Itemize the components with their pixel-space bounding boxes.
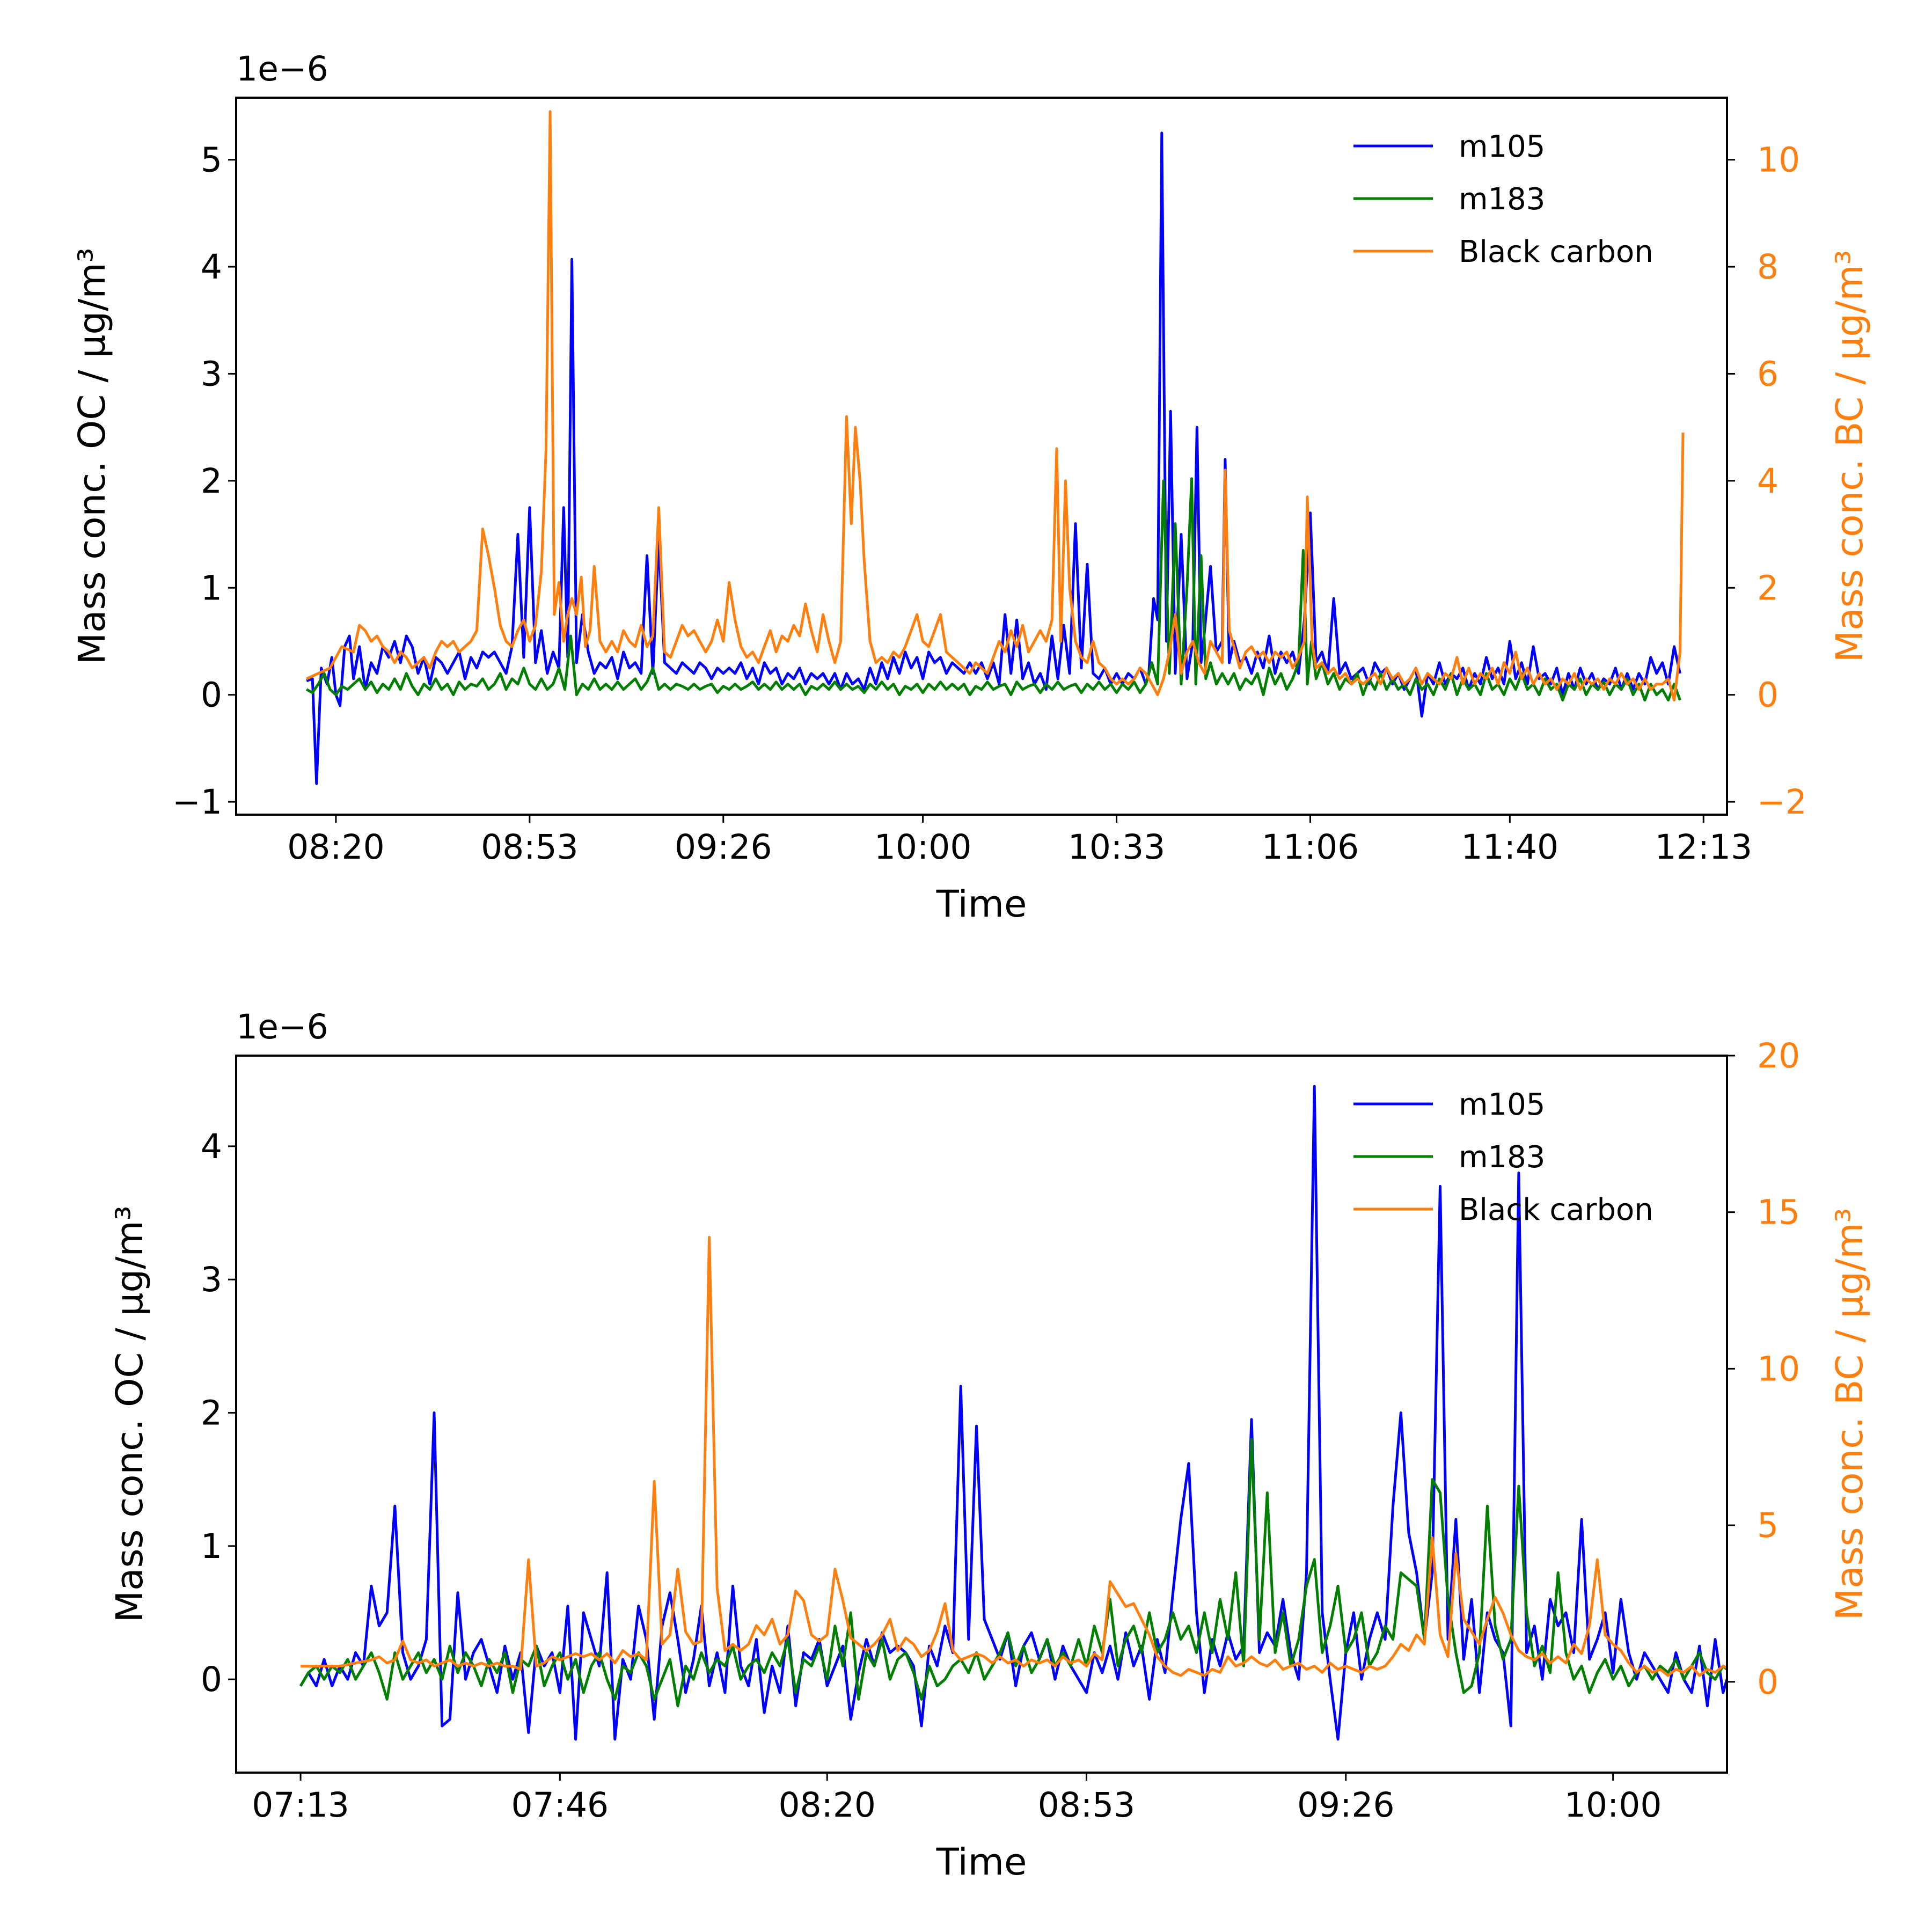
y-left-tick-label: 4 [201,247,222,287]
y-offset-label: 1e−6 [236,49,328,89]
y-left-tick-label: 0 [201,1660,222,1699]
y-right-tick-label: −2 [1757,782,1807,822]
series-line-black-carbon [306,110,1685,702]
legend-label: Black carbon [1459,1192,1653,1227]
legend-label: Black carbon [1459,235,1653,269]
y-left-tick-label: 1 [201,1527,222,1566]
x-tick-label: 08:53 [481,828,579,867]
legend: m105 m183 Black carbon [1353,1087,1653,1227]
y-left-tick-label: 0 [201,676,222,715]
y-left-tick-label: 4 [201,1127,222,1166]
y-left-tick-label: 3 [201,1260,222,1299]
x-tick-label: 08:20 [287,828,385,867]
x-tick-label: 11:06 [1262,828,1359,867]
series-line-m105 [306,131,1681,785]
x-tick-label: 10:00 [874,828,972,867]
legend-label: m105 [1459,129,1545,164]
x-axis-label: Time [936,1841,1027,1884]
plot-frame [235,97,1728,816]
y-right-tick-label: 6 [1757,354,1779,393]
series-group [306,110,1685,785]
top-panel: 08:20 08:53 09:26 10:00 10:33 11:06 11:40 12:13… [71,49,1871,926]
legend-label: m105 [1459,1087,1545,1122]
x-tick-label: 10:00 [1564,1785,1662,1825]
series-line-black-carbon [301,1235,1727,1677]
y-right-tick-label: 10 [1757,1349,1800,1388]
x-tick-label: 08:53 [1038,1785,1136,1825]
y-left-axis-label: Mass conc. OC / µg/m³ [71,248,114,665]
y-left-axis-label: Mass conc. OC / µg/m³ [108,1206,151,1623]
y-right-tick-label: 5 [1757,1506,1779,1545]
y-right-axis-label: Mass conc. BC / µg/m³ [1828,1208,1871,1621]
y-right-tick-label: 0 [1757,676,1779,715]
y-right-tick-label: 15 [1757,1193,1800,1232]
y-left-tick-label: 1 [201,568,222,608]
legend-label: m183 [1459,1140,1545,1175]
y-right-tick-label: 2 [1757,568,1779,608]
plot-frame [235,1055,1728,1774]
x-tick-label: 07:13 [252,1785,349,1825]
x-tick-label: 11:40 [1461,828,1559,867]
y-left-tick-label: 2 [201,462,222,501]
x-tick-label: 10:33 [1068,828,1166,867]
y-offset-label: 1e−6 [236,1007,328,1046]
x-tick-label: 08:20 [778,1785,876,1825]
bottom-panel: 07:13 07:46 08:20 08:53 09:26 10:00 0 1 2 3 4 0 5 10 1… [108,1007,1871,1884]
y-left-tick-label: 3 [201,354,222,393]
series-group [299,1085,1727,1741]
y-left-tick-label: −1 [172,782,222,822]
y-left-tick-label: 2 [201,1394,222,1433]
x-tick-label: 07:46 [511,1785,609,1825]
y-right-tick-label: 4 [1757,462,1779,501]
x-axis-label: Time [936,883,1027,926]
y-right-tick-label: 20 [1757,1036,1800,1075]
series-line-m183 [299,1438,1727,1708]
x-tick-label: 09:26 [675,828,772,867]
y-right-tick-label: 8 [1757,247,1779,287]
legend: m105 m183 Black carbon [1353,129,1653,269]
x-tick-label: 09:26 [1297,1785,1395,1825]
legend-label: m183 [1459,182,1545,217]
y-right-tick-label: 10 [1757,141,1800,180]
y-left-tick-label: 5 [201,141,222,180]
y-right-tick-label: 0 [1757,1663,1779,1702]
y-right-axis-label: Mass conc. BC / µg/m³ [1828,250,1871,663]
x-tick-label: 12:13 [1655,828,1752,867]
